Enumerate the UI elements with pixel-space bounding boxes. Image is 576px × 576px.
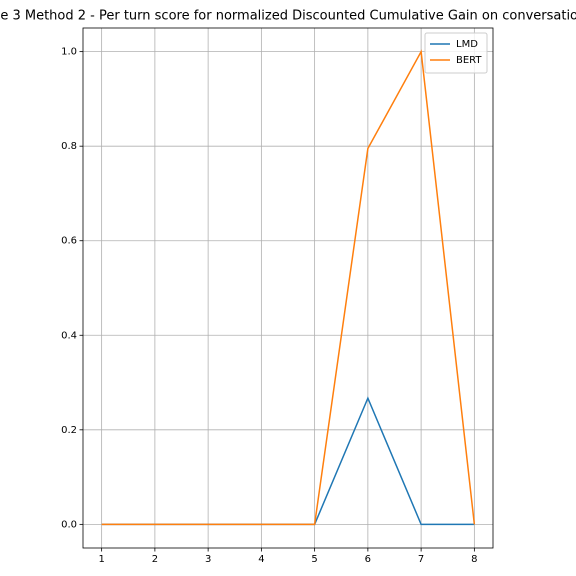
line-series bbox=[101, 49, 476, 526]
y-tick-label: 0.8 bbox=[61, 141, 77, 152]
chart-title: hase 3 Method 2 - Per turn score for nor… bbox=[0, 9, 576, 24]
x-tick-label: 1 bbox=[98, 554, 104, 565]
y-tick-label: 1.0 bbox=[61, 47, 77, 58]
legend-label: BERT bbox=[456, 55, 482, 66]
x-tick-label: 2 bbox=[152, 554, 158, 565]
plot-frame bbox=[82, 27, 494, 549]
x-tick-label: 6 bbox=[365, 554, 371, 565]
y-tick-label: 0.6 bbox=[61, 236, 77, 247]
y-tick-label: 0.0 bbox=[61, 519, 77, 530]
x-tick-label: 5 bbox=[311, 554, 317, 565]
line-series bbox=[101, 396, 475, 526]
x-tick-label: 3 bbox=[205, 554, 211, 565]
x-tick-label: 4 bbox=[258, 554, 264, 565]
legend-label: LMD bbox=[456, 39, 478, 50]
legend-box bbox=[424, 32, 488, 74]
x-tick-label: 7 bbox=[418, 554, 424, 565]
y-tick-label: 0.2 bbox=[61, 425, 77, 436]
x-tick-label: 8 bbox=[471, 554, 477, 565]
y-tick-label: 0.4 bbox=[61, 330, 77, 341]
